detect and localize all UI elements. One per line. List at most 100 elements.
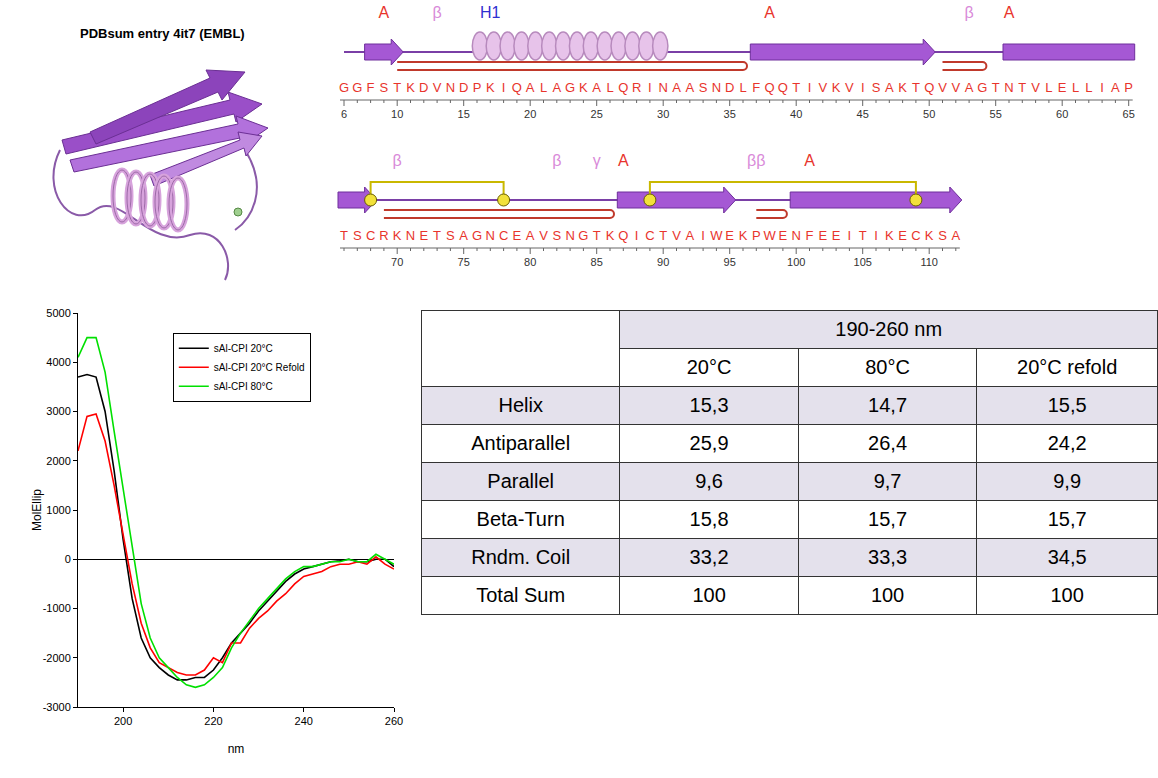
svg-text:T: T xyxy=(393,80,401,95)
svg-text:N: N xyxy=(792,228,801,243)
svg-text:-1000: -1000 xyxy=(43,602,71,614)
svg-text:sAl-CPI 80°C: sAl-CPI 80°C xyxy=(214,381,273,392)
svg-text:A: A xyxy=(379,4,390,21)
svg-text:V: V xyxy=(818,80,827,95)
svg-text:I: I xyxy=(848,228,852,243)
svg-text:65: 65 xyxy=(1123,108,1135,120)
svg-text:30: 30 xyxy=(657,108,669,120)
svg-text:90: 90 xyxy=(657,256,669,268)
svg-text:V: V xyxy=(951,80,960,95)
svg-text:G: G xyxy=(565,80,575,95)
svg-text:Q: Q xyxy=(618,80,628,95)
svg-text:E: E xyxy=(832,228,841,243)
svg-text:10: 10 xyxy=(391,108,403,120)
svg-text:S: S xyxy=(446,228,455,243)
svg-text:200: 200 xyxy=(114,715,132,727)
svg-text:A: A xyxy=(1004,4,1015,21)
svg-text:γ: γ xyxy=(593,152,601,169)
svg-text:T: T xyxy=(792,80,800,95)
svg-text:Q: Q xyxy=(512,80,522,95)
svg-text:A: A xyxy=(685,80,694,95)
svg-text:100: 100 xyxy=(787,256,805,268)
svg-text:T: T xyxy=(859,228,867,243)
svg-text:T: T xyxy=(1018,80,1026,95)
svg-text:L: L xyxy=(606,80,613,95)
svg-text:5000: 5000 xyxy=(46,307,70,319)
svg-text:95: 95 xyxy=(724,256,736,268)
svg-text:45: 45 xyxy=(857,108,869,120)
svg-text:E: E xyxy=(779,228,788,243)
svg-text:80: 80 xyxy=(524,256,536,268)
svg-text:105: 105 xyxy=(854,256,872,268)
svg-text:A: A xyxy=(526,80,535,95)
svg-text:C: C xyxy=(366,228,375,243)
svg-text:F: F xyxy=(806,228,814,243)
svg-text:E: E xyxy=(818,228,827,243)
svg-text:110: 110 xyxy=(920,256,938,268)
svg-text:A: A xyxy=(618,152,629,169)
svg-text:I: I xyxy=(635,228,639,243)
svg-text:F: F xyxy=(367,80,375,95)
svg-text:D: D xyxy=(459,80,468,95)
svg-text:A: A xyxy=(526,228,535,243)
svg-text:240: 240 xyxy=(295,715,313,727)
svg-text:N: N xyxy=(1004,80,1013,95)
svg-text:T: T xyxy=(593,228,601,243)
svg-text:ββ: ββ xyxy=(747,152,765,169)
svg-text:V: V xyxy=(672,228,681,243)
svg-text:G: G xyxy=(352,80,362,95)
svg-text:20: 20 xyxy=(524,108,536,120)
svg-text:4000: 4000 xyxy=(46,356,70,368)
svg-text:S: S xyxy=(353,228,362,243)
svg-text:C: C xyxy=(911,228,920,243)
svg-text:G: G xyxy=(472,228,482,243)
svg-text:I: I xyxy=(874,228,878,243)
svg-text:H1: H1 xyxy=(480,4,501,21)
svg-text:-2000: -2000 xyxy=(43,652,71,664)
svg-text:I: I xyxy=(502,80,506,95)
svg-text:β: β xyxy=(964,4,973,21)
svg-text:I: I xyxy=(861,80,865,95)
svg-text:K: K xyxy=(579,80,588,95)
svg-text:K: K xyxy=(832,80,841,95)
svg-text:E: E xyxy=(898,228,907,243)
svg-text:K: K xyxy=(925,228,934,243)
svg-text:V: V xyxy=(1031,80,1040,95)
svg-text:Q: Q xyxy=(924,80,934,95)
svg-text:G: G xyxy=(977,80,987,95)
svg-text:T: T xyxy=(340,228,348,243)
svg-text:3000: 3000 xyxy=(46,405,70,417)
svg-text:K: K xyxy=(885,228,894,243)
svg-text:A: A xyxy=(804,152,815,169)
svg-text:W: W xyxy=(763,228,776,243)
svg-text:K: K xyxy=(406,80,415,95)
svg-text:A: A xyxy=(685,228,694,243)
svg-text:MolEllip: MolEllip xyxy=(30,489,44,531)
svg-text:220: 220 xyxy=(204,715,222,727)
svg-text:K: K xyxy=(393,228,402,243)
svg-text:50: 50 xyxy=(923,108,935,120)
svg-text:L: L xyxy=(540,80,547,95)
svg-text:L: L xyxy=(739,80,746,95)
svg-text:K: K xyxy=(898,80,907,95)
svg-text:E: E xyxy=(725,228,734,243)
svg-text:I: I xyxy=(808,80,812,95)
svg-text:A: A xyxy=(1111,80,1120,95)
svg-text:P: P xyxy=(1124,80,1133,95)
svg-text:E: E xyxy=(419,228,428,243)
svg-text:K: K xyxy=(739,228,748,243)
svg-text:E: E xyxy=(1058,80,1067,95)
svg-text:T: T xyxy=(992,80,1000,95)
svg-text:-3000: -3000 xyxy=(43,701,71,713)
svg-text:V: V xyxy=(433,80,442,95)
svg-text:A: A xyxy=(672,80,681,95)
svg-text:C: C xyxy=(499,228,508,243)
svg-text:sAl-CPI 20°C: sAl-CPI 20°C xyxy=(214,343,273,354)
svg-text:1000: 1000 xyxy=(46,504,70,516)
svg-text:55: 55 xyxy=(990,108,1002,120)
svg-text:T: T xyxy=(433,228,441,243)
svg-text:N: N xyxy=(486,228,495,243)
svg-text:I: I xyxy=(1100,80,1104,95)
svg-text:6: 6 xyxy=(341,108,347,120)
svg-text:S: S xyxy=(872,80,881,95)
